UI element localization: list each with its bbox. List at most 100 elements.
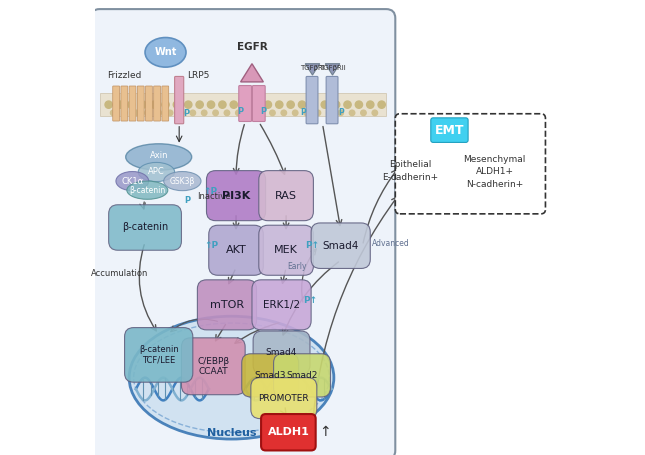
Text: Mesenchymal: Mesenchymal [463,155,526,164]
Circle shape [264,101,272,108]
Text: ERK1/2: ERK1/2 [263,300,300,310]
Circle shape [139,101,146,108]
Text: TGFβRII: TGFβRII [319,65,346,71]
Circle shape [196,101,203,108]
Text: P: P [237,107,244,116]
Circle shape [253,101,260,108]
FancyBboxPatch shape [252,86,265,121]
Polygon shape [325,64,340,75]
Circle shape [224,110,230,116]
Circle shape [350,110,355,116]
Text: MEK: MEK [274,245,298,255]
Text: Smad3: Smad3 [254,371,286,380]
FancyBboxPatch shape [113,86,119,121]
FancyBboxPatch shape [137,86,144,121]
Circle shape [167,110,173,116]
Circle shape [275,101,283,108]
Text: Accumulation: Accumulation [92,268,149,278]
FancyBboxPatch shape [431,118,468,142]
FancyBboxPatch shape [251,378,317,419]
FancyBboxPatch shape [99,93,386,116]
Circle shape [241,101,249,108]
FancyBboxPatch shape [124,328,193,382]
Circle shape [333,101,340,108]
FancyBboxPatch shape [259,225,313,275]
Text: N-cadherin+: N-cadherin+ [466,180,523,189]
Text: ↑P: ↑P [204,241,218,250]
Circle shape [355,101,362,108]
Circle shape [213,110,218,116]
Circle shape [134,110,139,116]
Text: ALDH1: ALDH1 [268,427,310,437]
Text: P: P [184,196,190,205]
Circle shape [315,110,321,116]
FancyBboxPatch shape [395,114,546,214]
FancyBboxPatch shape [311,223,370,268]
Text: Epithelial: Epithelial [389,160,431,169]
Polygon shape [241,64,263,82]
Circle shape [321,101,328,108]
FancyBboxPatch shape [154,86,161,121]
Circle shape [270,110,275,116]
Circle shape [105,101,112,108]
Circle shape [184,101,192,108]
FancyBboxPatch shape [252,280,311,330]
Circle shape [201,110,207,116]
Circle shape [208,101,215,108]
Text: Smad4: Smad4 [322,241,359,251]
Text: AKT: AKT [226,245,246,255]
Text: P: P [183,109,189,118]
Circle shape [281,110,286,116]
Text: PROMOTER: PROMOTER [259,394,309,403]
Text: Nucleus: Nucleus [207,428,256,438]
Ellipse shape [126,144,192,170]
Text: Advanced: Advanced [372,239,410,248]
Text: E-cadherin+: E-cadherin+ [382,173,438,182]
Circle shape [287,101,294,108]
FancyBboxPatch shape [273,354,330,397]
Circle shape [344,101,351,108]
Circle shape [190,110,195,116]
Text: Frizzled: Frizzled [107,71,142,80]
Text: β-catenin
TCF/LEE: β-catenin TCF/LEE [139,345,179,364]
Text: P↑: P↑ [303,296,317,305]
Text: ↑P: ↑P [203,187,217,196]
Text: RAS: RAS [275,191,297,201]
FancyBboxPatch shape [306,76,318,124]
Text: C/EBPβ
CCAAT: C/EBPβ CCAAT [197,357,230,376]
Circle shape [361,110,366,116]
Circle shape [110,110,116,116]
Ellipse shape [138,162,175,182]
Circle shape [144,110,150,116]
Text: TGFβRI: TGFβRI [300,65,325,71]
FancyBboxPatch shape [209,225,263,275]
FancyBboxPatch shape [242,354,299,397]
Circle shape [156,110,161,116]
Text: ↑: ↑ [319,425,331,439]
FancyBboxPatch shape [181,338,245,394]
Text: P: P [301,108,306,117]
Text: Early: Early [288,262,307,271]
Circle shape [299,101,306,108]
FancyBboxPatch shape [90,9,395,455]
FancyBboxPatch shape [175,76,184,124]
Circle shape [326,110,332,116]
Text: ALDH1+: ALDH1+ [475,167,513,177]
Ellipse shape [145,37,186,67]
Text: Wnt: Wnt [154,47,177,57]
Text: Smad2: Smad2 [286,371,318,380]
FancyBboxPatch shape [206,171,266,221]
FancyBboxPatch shape [253,331,310,374]
Text: P: P [339,108,344,117]
Circle shape [230,101,237,108]
Circle shape [179,110,184,116]
FancyBboxPatch shape [197,280,257,330]
Text: Smad4: Smad4 [266,348,297,357]
Text: P: P [261,107,266,116]
FancyBboxPatch shape [326,76,338,124]
Circle shape [162,101,169,108]
FancyBboxPatch shape [259,171,313,221]
FancyBboxPatch shape [108,205,181,250]
Circle shape [219,101,226,108]
Text: β-catenin: β-catenin [129,186,166,195]
